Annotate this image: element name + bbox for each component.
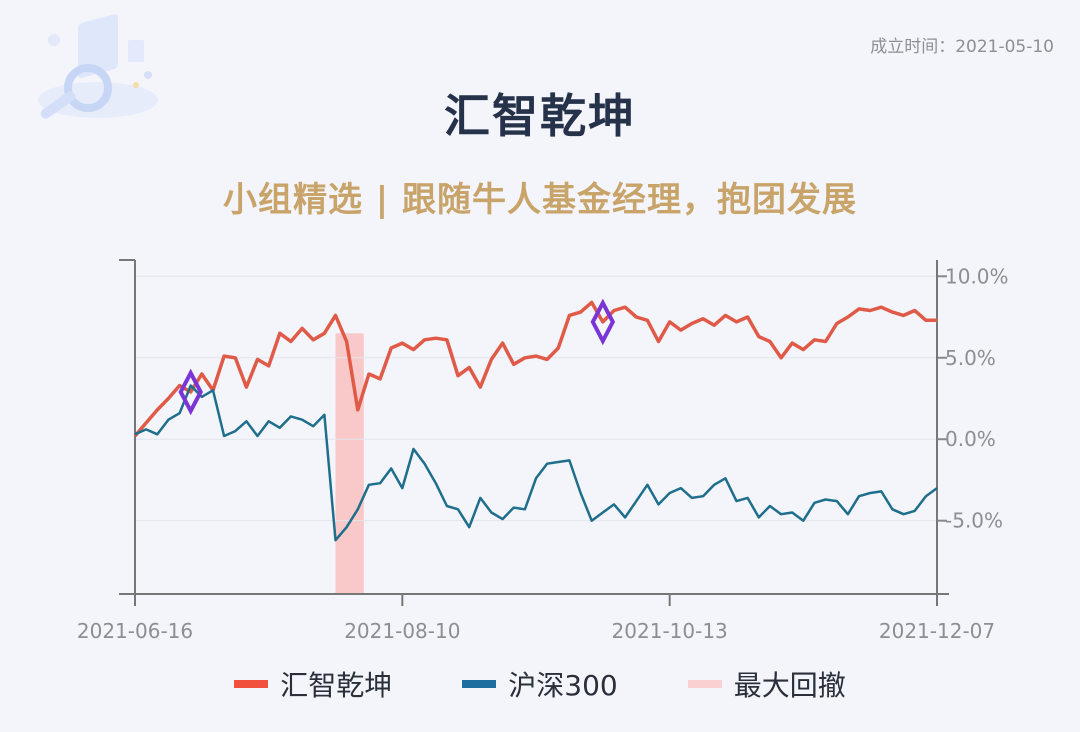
performance-chart: 10.0% 5.0% 0.0% -5.0% 2021-06-16 2021-08-10 20… xyxy=(77,259,1009,643)
max-drawdown-area xyxy=(335,333,364,594)
legend: 汇智乾坤 沪深300 最大回撤 xyxy=(0,664,1080,704)
x-tick-label: 2021-06-16 xyxy=(77,619,193,643)
legend-item-index: 沪深300 xyxy=(462,664,618,704)
legend-label-index: 沪深300 xyxy=(508,669,618,702)
legend-label-drawdown: 最大回撤 xyxy=(733,669,846,702)
grid-lines xyxy=(135,275,937,522)
tick-labels: 10.0% 5.0% 0.0% -5.0% 2021-06-16 2021-08-10 20… xyxy=(77,264,1009,643)
x-tick-label: 2021-12-07 xyxy=(879,619,995,643)
magnifier-logo-icon xyxy=(18,10,168,130)
diamond-marker-icon xyxy=(590,298,616,346)
x-tick-label: 2021-08-10 xyxy=(344,619,460,643)
max-drawdown-band xyxy=(335,333,364,594)
legend-swatch-index xyxy=(462,680,497,688)
legend-swatch-fund xyxy=(234,680,269,688)
legend-label-fund: 汇智乾坤 xyxy=(280,669,393,702)
diamond-marker-icon xyxy=(178,368,203,416)
fund-line xyxy=(133,300,937,438)
y-tick-label: 10.0% xyxy=(945,264,1009,288)
established-date: 成立时间：2021-05-10 xyxy=(870,37,1054,57)
legend-swatch-drawdown xyxy=(687,680,722,688)
x-tick-label: 2021-10-13 xyxy=(612,619,728,643)
legend-item-fund: 汇智乾坤 xyxy=(234,664,392,704)
axes xyxy=(119,259,949,606)
legend-item-drawdown: 最大回撤 xyxy=(687,664,846,704)
page-subtitle: 小组精选 | 跟随牛人基金经理，抱团发展 xyxy=(222,180,858,220)
markers xyxy=(178,298,616,416)
y-tick-label: 5.0% xyxy=(945,346,996,370)
y-tick-label: -5.0% xyxy=(945,509,1003,533)
series-lines xyxy=(133,300,938,542)
index-line xyxy=(134,384,938,542)
y-tick-label: 0.0% xyxy=(945,427,996,451)
page-title: 汇智乾坤 xyxy=(444,89,636,143)
